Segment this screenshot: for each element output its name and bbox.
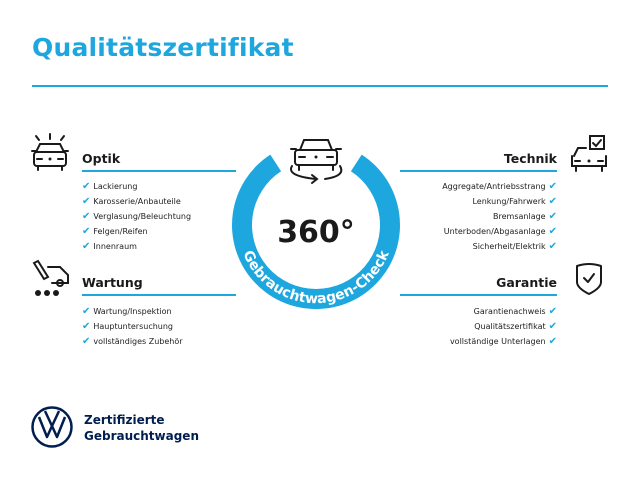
list-item: Garantienachweis ✔: [473, 306, 557, 317]
check-icon: ✔: [548, 181, 557, 192]
badge-main-text: 360°: [277, 215, 355, 250]
technik-divider: [400, 170, 557, 172]
vw-logo: [31, 406, 73, 448]
check-icon: ✔: [82, 306, 91, 317]
list-item: Lenkung/Fahrwerk ✔: [472, 196, 557, 207]
section-title-technik: Technik: [503, 151, 557, 166]
car-rotate-icon: [290, 139, 343, 184]
wartung-list: ✔ Wartung/Inspektion ✔ Hauptuntersuchung ✔…: [82, 304, 183, 349]
check-icon: ✔: [548, 211, 557, 222]
check-icon: ✔: [548, 226, 557, 237]
check-icon: ✔: [548, 241, 557, 252]
check-icon: ✔: [548, 196, 557, 207]
footer-line-2: Gebrauchtwagen: [84, 429, 199, 443]
shield-check-icon: [576, 263, 602, 295]
check-icon: ✔: [548, 321, 557, 332]
check-icon: ✔: [82, 226, 91, 237]
check-icon: ✔: [548, 306, 557, 317]
garantie-divider: [400, 294, 557, 296]
list-item: ✔ Hauptuntersuchung: [82, 321, 174, 332]
list-item: ✔ Wartung/Inspektion: [82, 306, 172, 317]
check-icon: ✔: [82, 241, 91, 252]
check-icon: ✔: [82, 196, 91, 207]
list-item: ✔ Felgen/Reifen: [82, 226, 148, 237]
wartung-divider: [82, 294, 236, 296]
check-icon: ✔: [548, 336, 557, 347]
check-icon: ✔: [82, 211, 91, 222]
section-title-garantie: Garantie: [496, 275, 557, 290]
technik-list: Aggregate/Antriebsstrang ✔ Lenkung/Fahrwe…: [380, 179, 557, 254]
list-item: Unterboden/Abgasanlage ✔: [443, 226, 557, 237]
list-item: ✔ Innenraum: [82, 241, 137, 252]
footer-line-1: Zertifizierte: [84, 413, 165, 427]
badge-arc-text: Gebrauchtwagen-Check: [239, 248, 393, 308]
car-lights-icon: [31, 133, 69, 171]
garantie-list: Garantienachweis ✔ Qualitätszertifikat ✔ v…: [380, 304, 557, 349]
section-title-optik: Optik: [82, 151, 121, 166]
list-item: Sicherheit/Elektrik ✔: [472, 241, 557, 252]
title-divider: [32, 85, 608, 87]
service-truck-icon: [32, 259, 69, 296]
list-item: ✔ Karosserie/Anbauteile: [82, 196, 181, 207]
list-item: ✔ vollständiges Zubehör: [82, 336, 183, 347]
list-item: Aggregate/Antriebsstrang ✔: [442, 181, 557, 192]
list-item: ✔ Lackierung: [82, 181, 138, 192]
footer-brand-text: Zertifizierte Gebrauchtwagen: [84, 412, 199, 444]
list-item: vollständige Unterlagen ✔: [449, 336, 557, 347]
optik-list: ✔ Lackierung ✔ Karosserie/Anbauteile ✔ Verg…: [82, 179, 191, 254]
car-checkbox-icon: [571, 135, 607, 172]
list-item: Bremsanlage ✔: [493, 211, 557, 222]
check-icon: ✔: [82, 321, 91, 332]
check-icon: ✔: [82, 181, 91, 192]
list-item: ✔ Verglasung/Beleuchtung: [82, 211, 192, 222]
optik-divider: [82, 170, 236, 172]
check-icon: ✔: [82, 336, 91, 347]
list-item: Qualitätszertifikat ✔: [474, 321, 557, 332]
section-title-wartung: Wartung: [82, 275, 143, 290]
page-title: Qualitätszertifikat: [32, 33, 294, 62]
